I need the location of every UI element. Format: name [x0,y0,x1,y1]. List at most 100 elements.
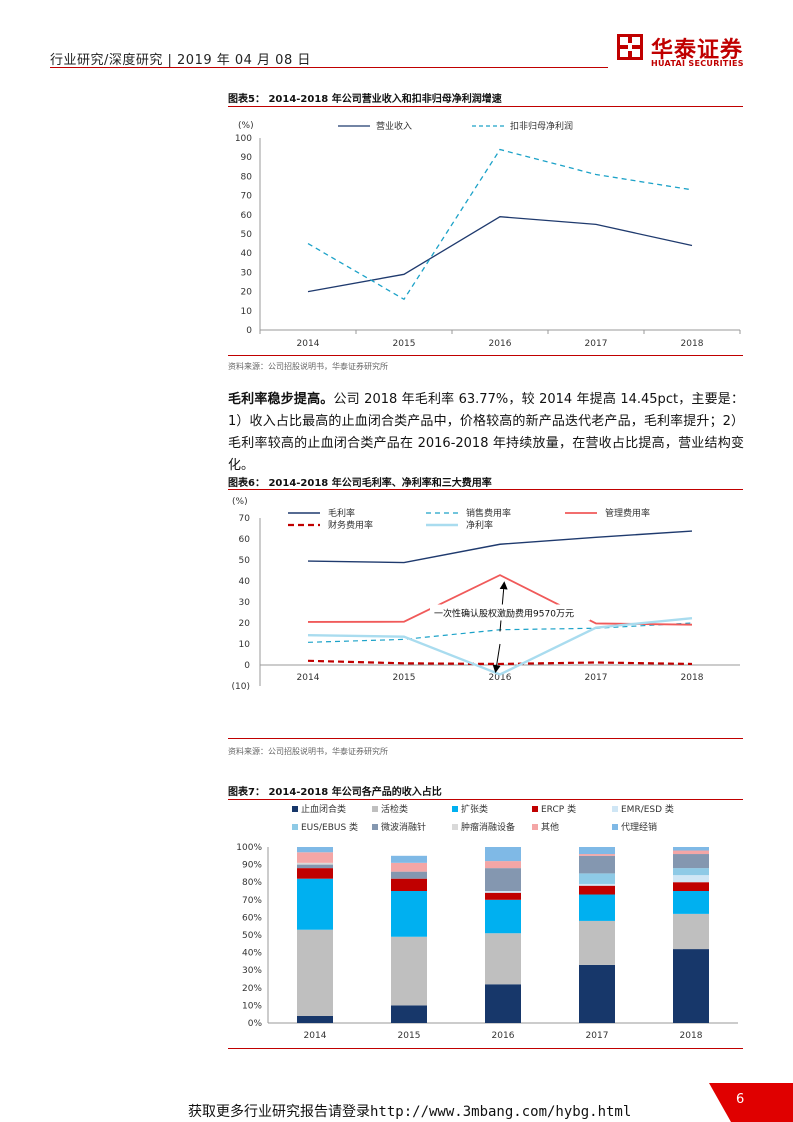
bar-segment [391,1005,427,1023]
y-tick-label: 30% [242,966,262,976]
y-tick-label: 30 [241,268,253,278]
bar-segment [485,847,521,862]
bar-segment [391,891,427,937]
y-tick-label: 60 [241,211,253,221]
huatai-logo: 华泰证券 HUATAI SECURITIES [617,32,747,72]
fig6-bottom-rule [228,738,743,739]
y-tick-label: 80 [241,172,253,182]
huatai-logo-icon [617,34,643,60]
legend-label: EMR/ESD 类 [621,803,674,815]
bar-segment [485,861,521,869]
x-tick-label: 2018 [680,1031,703,1041]
fig7-title: 图表7： 2014-2018 年公司各产品的收入占比 [228,787,442,798]
bar-segment [297,862,333,865]
legend-swatch [292,806,298,812]
fig5-line-chart: (%) 0 10 20 30 40 50 60 70 80 90 100 2014 2015 2016 201… [235,120,741,349]
y-tick-label: 50 [241,230,253,240]
header-text: 行业研究/深度研究 | 2019 年 04 月 08 日 [50,53,311,68]
x-tick-label: 2016 [492,1031,515,1041]
logo-chinese: 华泰证券 [651,38,744,63]
bar-segment [673,854,709,869]
fig7-top-rule [228,799,743,800]
x-tick-label: 2017 [585,339,608,349]
legend-swatch [532,806,538,812]
x-tick-label: 2017 [585,673,608,683]
y-tick-label: 0% [248,1019,263,1029]
bar-segment [673,847,709,851]
x-tick-label: 2014 [297,339,320,349]
y-tick-label: 100% [236,843,262,853]
bar-segment [673,891,709,914]
legend-label: 其他 [541,821,559,833]
y-tick-label: (10) [232,682,250,692]
bar-segment [579,894,615,921]
annotation-box [430,604,590,621]
x-tick-label: 2014 [304,1031,327,1041]
bar-segment [579,847,615,855]
x-tick-label: 2018 [681,339,704,349]
bar-segment [391,936,427,1006]
y-tick-label: 40 [239,577,251,587]
fig5-top-rule [228,106,743,107]
fig5-source: 资料来源：公司招股说明书，华泰证券研究所 [228,362,388,371]
legend-swatch [372,806,378,812]
bar-segment [297,847,333,853]
y-tick-label: 70 [239,514,251,524]
legend-label: 毛利率 [328,507,355,519]
y-tick-label: 60 [239,535,251,545]
bar-segment [579,964,615,1023]
legend-label: 活检类 [381,803,408,815]
fig7-stacked-bar-chart: 0% 10% 20% 30% 40% 50% 60% 70% 80% 90% 100% 2014 201… [236,803,738,1041]
logo-english: HUATAI SECURITIES [651,59,744,68]
bar-segment [297,1015,333,1023]
legend-label: 扩张类 [461,803,488,815]
bar-segment [485,984,521,1023]
legend-swatch [532,824,538,830]
fig6-title: 图表6： 2014-2018 年公司毛利率、净利率和三大费用率 [228,478,492,489]
bar-segment [485,892,521,900]
y-tick-label: 80% [242,878,262,888]
y-tick-label: 60% [242,913,262,923]
y-tick-label: 90 [241,153,253,163]
legend-swatch [292,824,298,830]
bar-segment [485,933,521,985]
bar-segment [297,852,333,863]
body-paragraph: 毛利率稳步提高。公司 2018 年毛利率 63.77%，较 2014 年提高 1… [228,389,744,477]
bar-segment [579,920,615,965]
x-tick-label: 2015 [398,1031,421,1041]
bar-segment [579,885,615,895]
legend-label: 销售费用率 [466,507,511,519]
x-tick-label: 2016 [489,339,512,349]
annotation-arrow-down [492,643,501,674]
footer-link-text[interactable]: 获取更多行业研究报告请登录http://www.3mbang.com/hybg.… [188,1104,632,1120]
y-tick-label: 10% [242,1001,262,1011]
legend-label: EUS/EBUS 类 [301,821,358,833]
bar-segment [391,871,427,879]
bar-segment [297,878,333,930]
legend-swatch [452,824,458,830]
paragraph-body: 公司 2018 年毛利率 63.77%，较 2014 年提高 14.45pct，… [228,392,744,473]
bar-segment [297,868,333,879]
header-rule [50,67,608,68]
y-tick-label: 0 [246,326,252,336]
legend-label: 财务费用率 [328,519,373,531]
fig5-title: 图表5： 2014-2018 年公司营业收入和扣非归母净利润增速 [228,94,502,105]
y-tick-label: 40 [241,249,253,259]
x-tick-label: 2015 [393,673,416,683]
y-tick-label: 20 [239,619,251,629]
x-tick-label: 2017 [586,1031,609,1041]
fig6-source: 资料来源：公司招股说明书，华泰证券研究所 [228,747,388,756]
fig5-bottom-rule [228,355,743,356]
page-number: 6 [736,1092,745,1107]
legend-label: 营业收入 [376,120,412,132]
y-axis-unit: (%) [238,121,254,131]
page-number-box [709,1083,793,1122]
y-tick-label: 20% [242,984,262,994]
legend-swatch [612,806,618,812]
fig6-line-chart: (%) (10) 0 10 20 30 40 50 60 70 2014 2015 2016 2017 20… [232,497,740,692]
x-tick-label: 2014 [297,673,320,683]
fig7-bottom-rule [228,1048,743,1049]
bar-segment [297,864,333,869]
bar-segment [673,850,709,855]
legend-label: 净利率 [466,519,493,531]
